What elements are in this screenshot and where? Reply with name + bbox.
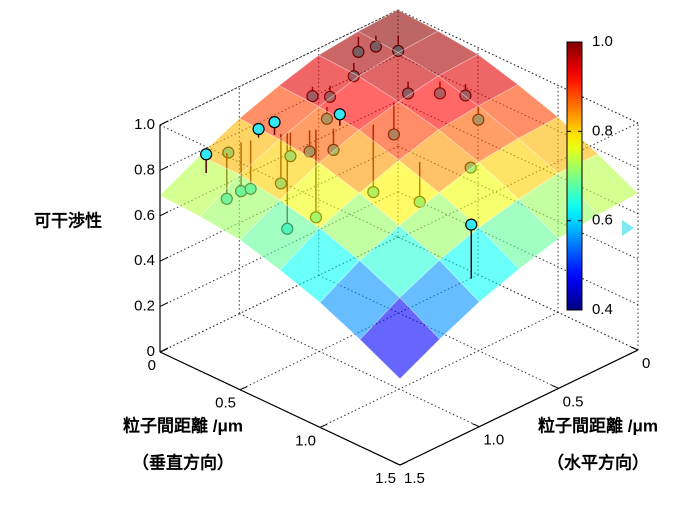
y-tick-label: 0 <box>642 355 650 372</box>
y-tick <box>392 461 401 466</box>
x-tick <box>239 386 248 391</box>
z-tick-label: 0.6 <box>134 207 155 224</box>
z-tick <box>159 211 169 217</box>
y-axis-label: 粒子間距離 /μm <box>538 415 658 435</box>
y-axis-label: （水平方向） <box>547 452 649 472</box>
x-axis <box>159 351 401 466</box>
z-tick-label: 0.2 <box>134 298 155 315</box>
data-point <box>465 218 478 231</box>
y-tick <box>630 346 639 351</box>
x-tick-label: 1.0 <box>295 432 316 449</box>
pointer <box>622 220 634 236</box>
z-tick <box>159 256 169 262</box>
y-tick <box>472 423 480 428</box>
colorbar-tick-label: 0.6 <box>592 212 613 229</box>
z-tick-label: 0.8 <box>134 161 155 178</box>
x-tick <box>319 423 328 428</box>
box-edge <box>159 9 399 126</box>
x-tick <box>399 461 408 466</box>
z-tick <box>159 165 169 171</box>
box-edge <box>397 9 639 124</box>
z-tick-label: 0 <box>147 343 155 360</box>
data-point <box>268 116 281 129</box>
data-point <box>252 122 265 136</box>
z-axis-label: 可干渉性 <box>34 210 102 230</box>
x-tick-label: 1.5 <box>375 470 396 487</box>
y-tick-label: 0.5 <box>563 393 584 410</box>
z-tick-label: 0.4 <box>134 252 155 269</box>
data-point <box>333 108 346 121</box>
z-tick-label: 1.0 <box>134 116 155 133</box>
x-axis-label: （垂直方向） <box>132 452 234 472</box>
colorbar-tick-label: 1.0 <box>592 33 613 50</box>
colorbar-tick-label: 0.4 <box>592 301 613 318</box>
grid-line <box>319 311 559 428</box>
y-tick <box>551 384 559 389</box>
data-point <box>200 148 213 161</box>
grid-line <box>239 313 480 428</box>
x-tick-label: 0.5 <box>215 395 236 412</box>
z-tick <box>159 302 169 308</box>
y-tick-label: 1.0 <box>483 432 504 449</box>
y-tick-label: 1.5 <box>404 470 425 487</box>
colorbar <box>566 41 583 311</box>
x-tick-label: 0 <box>148 357 156 374</box>
x-tick <box>159 348 168 353</box>
x-axis-label: 粒子間距離 /μm <box>123 415 243 435</box>
colorbar-tick-label: 0.8 <box>592 122 613 139</box>
y-axis <box>399 349 639 466</box>
surface-patch <box>359 297 441 380</box>
z-tick <box>159 120 169 126</box>
